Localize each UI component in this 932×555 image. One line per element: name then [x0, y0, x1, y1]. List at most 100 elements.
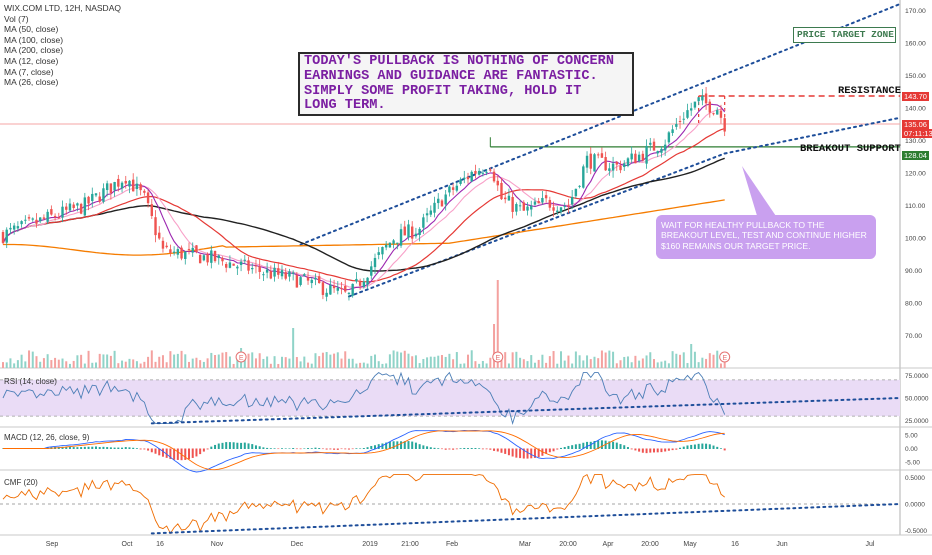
- candle-body[interactable]: [604, 157, 607, 171]
- candle-body[interactable]: [158, 232, 161, 239]
- candle-body[interactable]: [578, 185, 581, 187]
- candle-body[interactable]: [76, 203, 79, 206]
- candle-body[interactable]: [459, 179, 462, 184]
- candle-body[interactable]: [117, 178, 120, 187]
- candle-body[interactable]: [660, 148, 663, 153]
- candle-body[interactable]: [1, 232, 5, 243]
- candle-body[interactable]: [280, 270, 284, 277]
- candle-body[interactable]: [559, 207, 563, 212]
- candle-body[interactable]: [288, 271, 291, 277]
- candle-body[interactable]: [154, 217, 157, 236]
- earnings-icon[interactable]: [492, 351, 504, 363]
- candle-body[interactable]: [318, 276, 321, 284]
- candle-body[interactable]: [693, 101, 697, 108]
- candle-body[interactable]: [53, 215, 57, 218]
- candle-body[interactable]: [623, 163, 626, 168]
- candle-body[interactable]: [403, 226, 406, 236]
- candle-body[interactable]: [690, 108, 693, 111]
- candle-body[interactable]: [94, 193, 98, 196]
- candle-body[interactable]: [265, 269, 269, 273]
- candle-body[interactable]: [600, 153, 604, 158]
- candle-body[interactable]: [451, 187, 455, 190]
- candle-body[interactable]: [496, 180, 499, 186]
- candle-body[interactable]: [50, 209, 53, 215]
- candle-body[interactable]: [347, 292, 351, 294]
- candle-body[interactable]: [143, 190, 146, 193]
- candle-body[interactable]: [474, 170, 477, 174]
- candle-body[interactable]: [9, 227, 12, 230]
- candle-body[interactable]: [619, 165, 622, 171]
- candle-body[interactable]: [533, 201, 537, 205]
- indicator-ma7[interactable]: MA (7, close): [4, 66, 54, 77]
- candle-body[interactable]: [258, 266, 261, 272]
- candle-body[interactable]: [377, 252, 380, 255]
- candle-body[interactable]: [366, 277, 369, 285]
- indicator-ma26[interactable]: MA (26, close): [4, 77, 59, 88]
- candle-body[interactable]: [507, 195, 511, 201]
- candle-body[interactable]: [593, 154, 596, 172]
- candle-body[interactable]: [57, 217, 60, 219]
- candle-body[interactable]: [448, 186, 451, 193]
- candle-body[interactable]: [291, 272, 295, 274]
- candle-body[interactable]: [325, 292, 328, 297]
- cmf-pane-label[interactable]: CMF (20): [4, 478, 38, 487]
- candle-body[interactable]: [704, 93, 708, 104]
- candle-body[interactable]: [370, 266, 373, 276]
- candle-body[interactable]: [232, 263, 235, 266]
- candle-body[interactable]: [388, 242, 392, 248]
- candle-body[interactable]: [277, 268, 280, 275]
- macd-pane-label[interactable]: MACD (12, 26, close, 9): [4, 433, 90, 442]
- candle-body[interactable]: [124, 180, 127, 184]
- candle-body[interactable]: [351, 283, 354, 296]
- candle-body[interactable]: [701, 95, 704, 101]
- candle-body[interactable]: [429, 210, 432, 215]
- candle-body[interactable]: [463, 177, 466, 180]
- candle-body[interactable]: [102, 188, 105, 202]
- earnings-icon[interactable]: [719, 351, 731, 363]
- candle-body[interactable]: [146, 192, 150, 204]
- candle-body[interactable]: [135, 183, 139, 190]
- candle-body[interactable]: [634, 153, 637, 164]
- candle-body[interactable]: [611, 163, 615, 171]
- candle-body[interactable]: [65, 206, 68, 210]
- candle-body[interactable]: [24, 219, 27, 221]
- candle-body[interactable]: [169, 249, 172, 253]
- candle-body[interactable]: [195, 245, 198, 253]
- candle-body[interactable]: [682, 118, 685, 120]
- candle-body[interactable]: [83, 197, 87, 216]
- candle-body[interactable]: [418, 228, 421, 236]
- candle-body[interactable]: [537, 201, 540, 204]
- candle-body[interactable]: [511, 196, 514, 212]
- candle-body[interactable]: [608, 168, 611, 171]
- candle-body[interactable]: [213, 250, 217, 262]
- candle-body[interactable]: [269, 271, 273, 279]
- candle-body[interactable]: [344, 286, 347, 292]
- candle-body[interactable]: [481, 172, 485, 174]
- candle-body[interactable]: [381, 247, 384, 255]
- candle-body[interactable]: [329, 284, 332, 295]
- candle-body[interactable]: [306, 277, 310, 281]
- indicator-ma50[interactable]: MA (50, close): [4, 24, 59, 35]
- candle-body[interactable]: [518, 205, 522, 207]
- candle-body[interactable]: [563, 206, 566, 208]
- candle-body[interactable]: [526, 206, 529, 211]
- candle-body[interactable]: [39, 217, 42, 222]
- candle-body[interactable]: [444, 194, 447, 205]
- indicator-vol[interactable]: Vol (7): [4, 13, 29, 24]
- candle-body[interactable]: [262, 274, 265, 276]
- candle-body[interactable]: [663, 144, 667, 151]
- candle-body[interactable]: [172, 251, 176, 253]
- candle-body[interactable]: [161, 240, 165, 249]
- candle-body[interactable]: [541, 197, 544, 203]
- candle-body[interactable]: [128, 180, 131, 187]
- candle-body[interactable]: [641, 153, 645, 161]
- candle-body[interactable]: [477, 170, 481, 175]
- indicator-ma12[interactable]: MA (12, close): [4, 55, 59, 66]
- candle-body[interactable]: [708, 101, 711, 113]
- candle-body[interactable]: [16, 226, 20, 229]
- candle-body[interactable]: [42, 217, 46, 219]
- candle-body[interactable]: [236, 266, 239, 269]
- candle-body[interactable]: [485, 171, 488, 173]
- candle-body[interactable]: [184, 251, 187, 259]
